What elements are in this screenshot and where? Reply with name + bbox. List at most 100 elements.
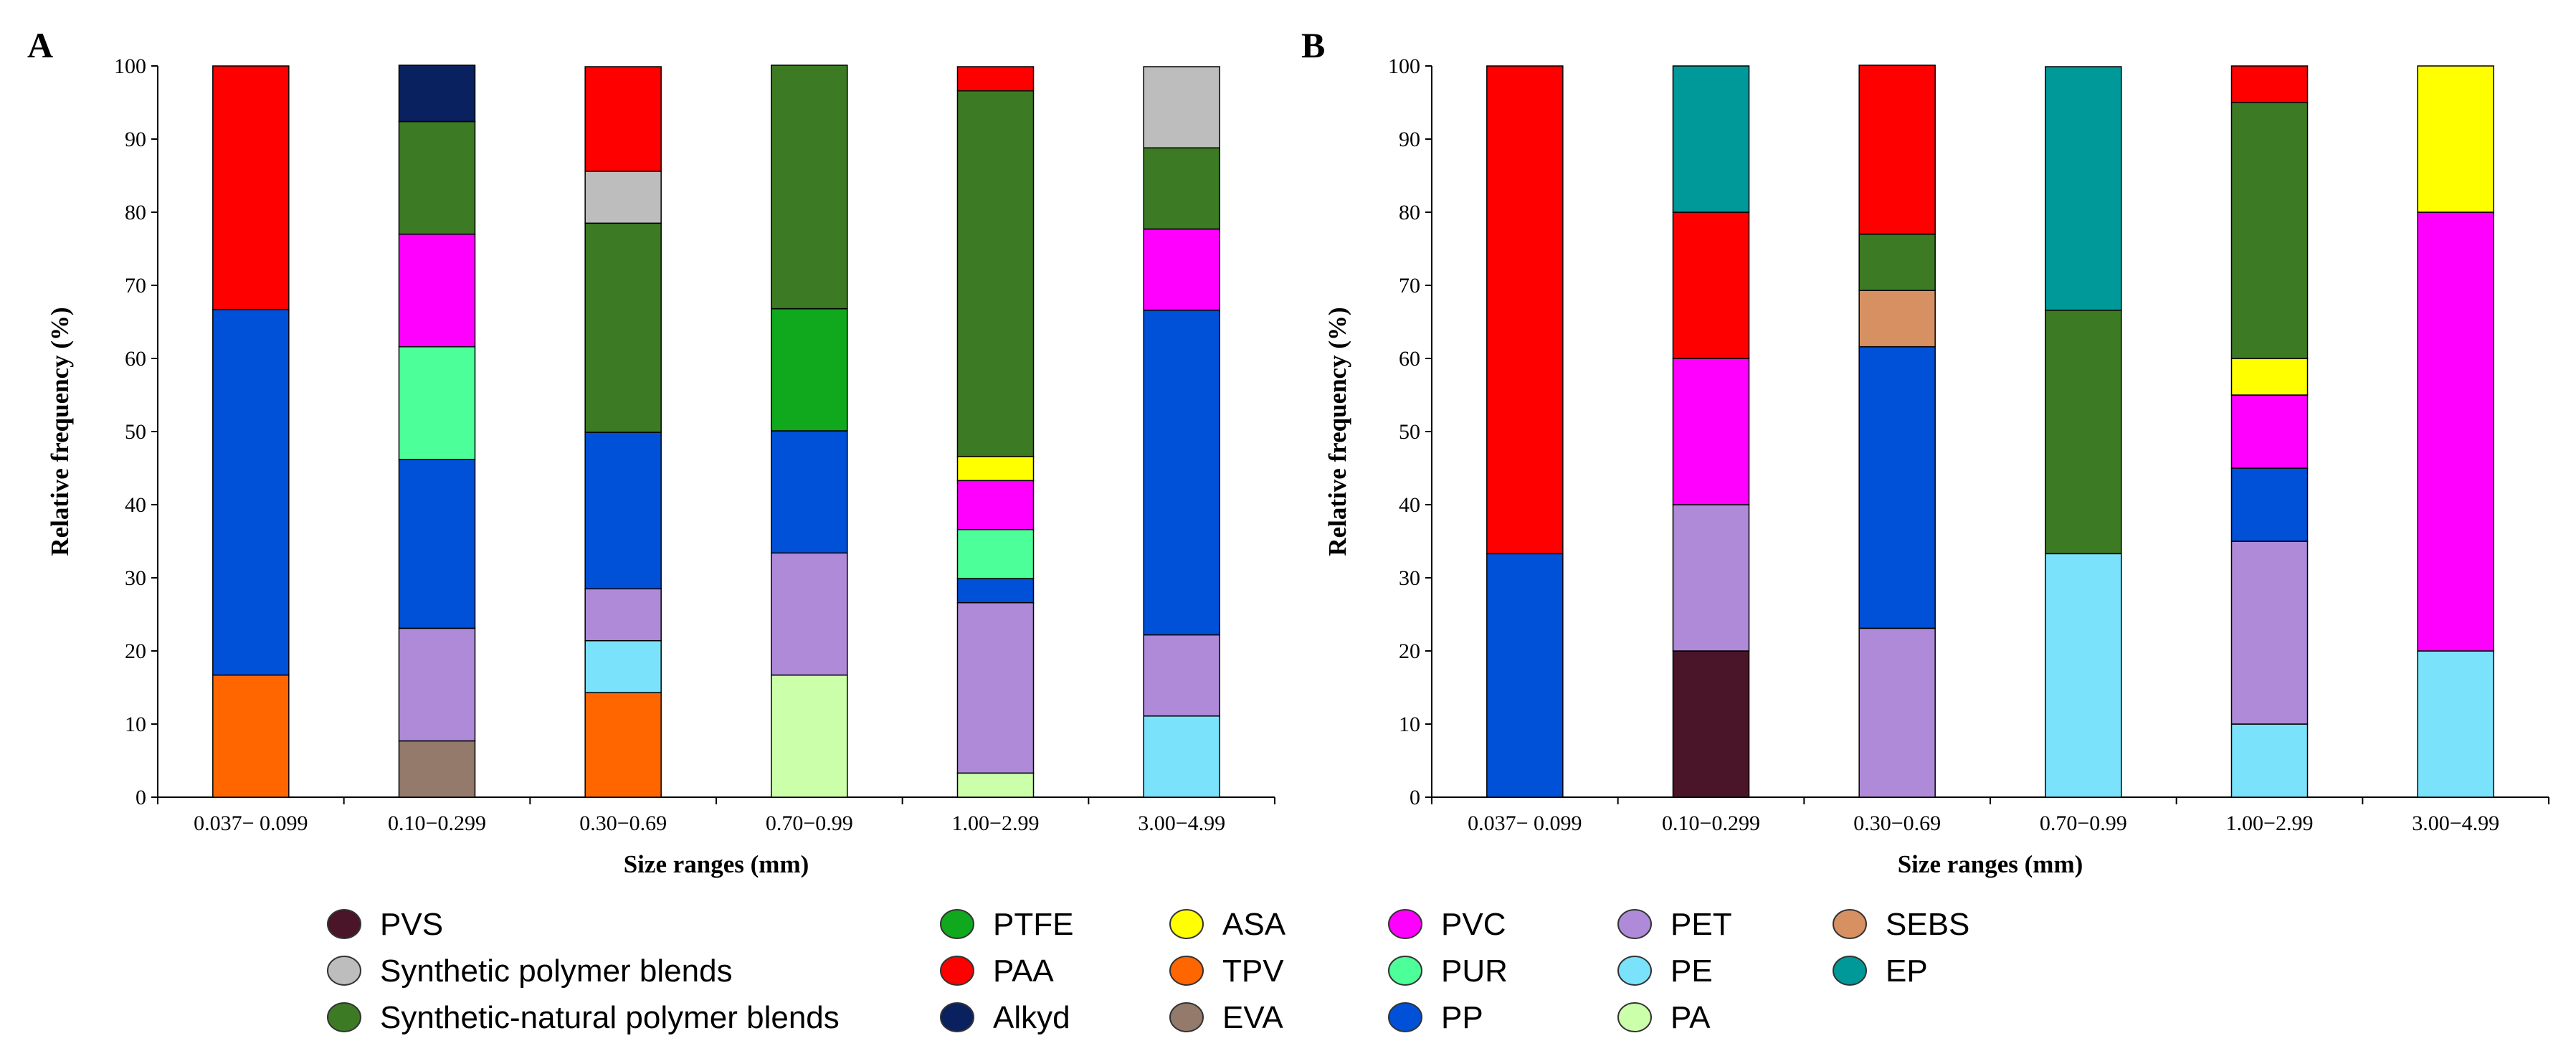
legend-swatch-eva (1169, 1002, 1204, 1032)
panel-a-x-tick-label: 0.037− 0.099 (194, 812, 308, 835)
legend-swatch-synthetic-natural-polymer-blends (327, 1002, 361, 1032)
panel-b-bar-ep-2 (1672, 65, 1750, 213)
panel-b-bar-pe-6 (2417, 650, 2494, 798)
panel-b-bar-pe-4 (2045, 553, 2122, 798)
panel-a-bar-pet-2 (398, 627, 476, 742)
panel-b-bar-pp-1 (1486, 553, 1564, 798)
panel-a-bar-synthetic-natural-polymer-blends-3 (584, 222, 662, 433)
panel-b-bar-pvs-2 (1672, 650, 1750, 798)
legend-swatch-pa (1617, 1002, 1652, 1032)
legend-label-asa: ASA (1222, 907, 1286, 942)
panel-b-bar-synthetic-natural-polymer-blends-4 (2045, 309, 2122, 555)
panel-a-bar-pp-6 (1143, 309, 1220, 636)
panel-a-bar-synthetic-natural-polymer-blends-4 (771, 65, 848, 310)
panel-b-bar-pvc-5 (2230, 394, 2309, 469)
panel-a-bar-tpv-1 (212, 674, 290, 798)
legend-label-ptfe: PTFE (993, 907, 1073, 942)
panel-a-bar-pvc-5 (956, 480, 1035, 530)
panel-a-bar-paa-3 (584, 66, 662, 172)
legend-label-pur: PUR (1441, 953, 1508, 989)
panel-b-y-tick-label: 60 (1399, 347, 1420, 371)
legend-label-pvc: PVC (1441, 907, 1506, 942)
panel-b-bar-asa-5 (2230, 358, 2309, 396)
panel-b-x-tick-label: 1.00−2.99 (2226, 812, 2314, 835)
panel-a-bar-tpv-3 (584, 692, 662, 798)
legend-label-pe: PE (1670, 953, 1713, 989)
legend-label-eva: EVA (1222, 1000, 1283, 1035)
panel-a-y-tick-label: 60 (125, 347, 146, 371)
panel-b-bar-sebs-3 (1858, 290, 1936, 348)
panel-a-bar-pe-6 (1143, 715, 1220, 798)
panel-a-x-tick-label: 3.00−4.99 (1138, 812, 1225, 835)
panel-b-label: B (1301, 25, 1325, 65)
panel-a-bar-synthetic-polymer-blends-3 (584, 171, 662, 224)
panel-b-x-tick-label: 3.00−4.99 (2412, 812, 2499, 835)
legend-label-ep: EP (1886, 953, 1928, 989)
panel-b-y-tick-label: 20 (1399, 639, 1420, 663)
panel-b-y-axis-title: Relative frequency (%) (1323, 307, 1351, 556)
panel-b-x-tick-label: 0.30−0.69 (1853, 812, 1941, 835)
panel-a-x-tick-label: 1.00−2.99 (952, 812, 1040, 835)
panel-b-y-tick-label: 30 (1399, 566, 1420, 590)
legend-label-pa: PA (1670, 1000, 1711, 1035)
panel-b-bar-pvc-6 (2417, 211, 2494, 652)
panel-a-bar-pvc-2 (398, 233, 476, 348)
panel-a-y-tick-label: 40 (125, 493, 146, 517)
legend-label-pp: PP (1441, 1000, 1483, 1035)
panel-b-y-tick-label: 80 (1399, 201, 1420, 224)
panel-a-bar-asa-5 (956, 455, 1035, 482)
panel-a-bar-pur-5 (956, 528, 1035, 579)
panel-a-y-tick-label: 20 (125, 639, 146, 663)
panel-b-bar-paa-2 (1672, 211, 1750, 359)
panel-a-bar-pet-6 (1143, 634, 1220, 717)
panel-a-y-tick-label: 70 (125, 274, 146, 298)
legend-swatch-ep (1833, 956, 1867, 986)
panel-b-bar-pet-2 (1672, 504, 1750, 652)
legend-label-sebs: SEBS (1886, 907, 1969, 942)
panel-b-bar-pvc-2 (1672, 358, 1750, 505)
panel-a-bar-paa-5 (956, 66, 1035, 92)
panel-a-bar-pet-5 (956, 601, 1035, 774)
panel-b-y-tick-label: 100 (1388, 54, 1420, 78)
panel-a-y-axis-title: Relative frequency (%) (46, 307, 74, 556)
panel-a-y-tick-label: 100 (114, 54, 146, 78)
panel-a-y-tick-label: 90 (125, 128, 146, 151)
panel-b-bar-pe-5 (2230, 723, 2309, 798)
panel-a-bar-pet-3 (584, 588, 662, 642)
legend-label-pet: PET (1670, 907, 1732, 942)
panel-b-bar-paa-5 (2230, 65, 2309, 103)
legend-swatch-pur (1388, 956, 1422, 986)
panel-a-bar-pe-3 (584, 639, 662, 693)
panel-a-bar-ptfe-4 (771, 308, 848, 432)
legend-swatch-pvc (1388, 909, 1422, 939)
legend-swatch-ptfe (940, 909, 974, 939)
panel-a-bar-synthetic-natural-polymer-blends-6 (1143, 147, 1220, 230)
panel-b-bar-paa-3 (1858, 65, 1936, 235)
panel-a-bar-pp-3 (584, 432, 662, 590)
legend-swatch-asa (1169, 909, 1204, 939)
panel-a-x-tick-label: 0.10−0.299 (388, 812, 486, 835)
legend-swatch-tpv (1169, 956, 1204, 986)
panel-a-bar-pp-1 (212, 308, 290, 676)
panel-b-x-tick-label: 0.037− 0.099 (1468, 812, 1582, 835)
panel-b-y-tick-label: 90 (1399, 128, 1420, 151)
legend-swatch-pvs (327, 909, 361, 939)
panel-b-bar-pp-3 (1858, 346, 1936, 629)
panel-b-y-tick-label: 0 (1410, 786, 1420, 809)
panel-a-x-tick-label: 0.70−0.99 (766, 812, 853, 835)
panel-b-y-tick-label: 70 (1399, 274, 1420, 298)
legend-swatch-alkyd (940, 1002, 974, 1032)
panel-a-bar-pa-5 (956, 772, 1035, 798)
panel-b-bar-synthetic-natural-polymer-blends-3 (1858, 233, 1936, 291)
legend-swatch-synthetic-polymer-blends (327, 956, 361, 986)
panel-a-bar-pvc-6 (1143, 228, 1220, 311)
panel-b-y-tick-label: 50 (1399, 420, 1420, 444)
panel-b-bar-pet-5 (2230, 541, 2309, 725)
panel-a-bar-pp-5 (956, 578, 1035, 604)
panel-a-bar-synthetic-polymer-blends-6 (1143, 66, 1220, 148)
legend-swatch-pp (1388, 1002, 1422, 1032)
panel-b-y-tick-label: 10 (1399, 713, 1420, 736)
panel-a-y-tick-label: 80 (125, 201, 146, 224)
legend-swatch-paa (940, 956, 974, 986)
